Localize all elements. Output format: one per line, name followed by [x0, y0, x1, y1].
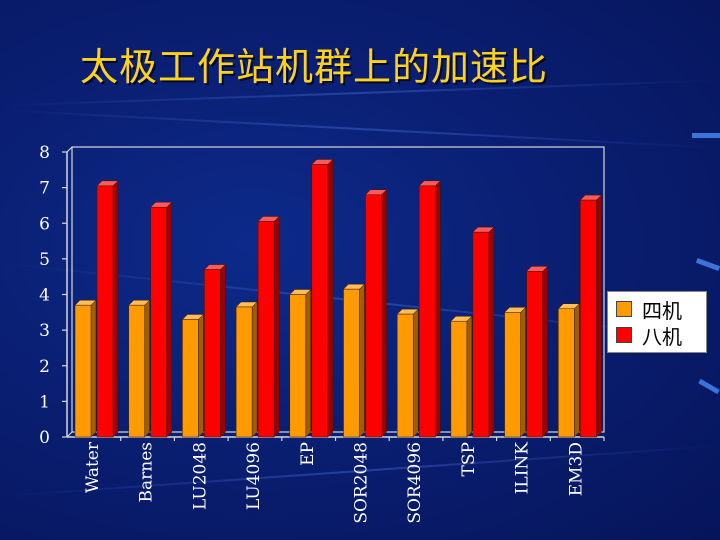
chart-labels: 0 1 2 3 4 5 6 7 8 Water Barnes LU2048 LU4096 EP SOR204…	[39, 143, 586, 524]
bar-series-1-side	[90, 299, 97, 438]
bar-series-1	[74, 299, 97, 438]
bar-series-1-front	[74, 304, 92, 438]
bar-series-2-front	[472, 231, 490, 438]
bar-series-2-side	[488, 226, 495, 438]
legend-swatch	[616, 327, 632, 343]
x-tick-label: SOR2048	[352, 442, 372, 524]
axis-depth-line	[66, 431, 73, 438]
chart-legend: 四机 八机	[607, 291, 707, 353]
legend-swatch	[616, 301, 632, 317]
bar-series-2	[525, 265, 549, 438]
bar-series-2	[96, 180, 119, 438]
bar-series-2	[579, 194, 602, 438]
bar-series-1-front	[182, 319, 199, 438]
bar-series-2	[203, 263, 227, 438]
bar-series-1-front	[289, 294, 307, 438]
bar-series-1-side	[520, 306, 526, 438]
bar-series-1	[181, 313, 205, 438]
bar-series-1-side	[305, 288, 312, 438]
x-tick-label: TSP	[459, 442, 479, 476]
y-tick-label: 1	[39, 392, 50, 412]
y-tick-label: 7	[39, 179, 50, 199]
x-tick-label: LU2048	[190, 442, 210, 510]
chart-bars	[74, 158, 602, 438]
bar-series-2-side	[596, 194, 602, 438]
y-tick-label: 2	[39, 357, 50, 377]
bar-series-1	[128, 299, 151, 438]
bar-series-1-side	[412, 308, 419, 438]
bar-series-2	[418, 180, 441, 438]
bar-series-2-front	[204, 269, 221, 438]
bar-series-1-front	[396, 313, 414, 438]
legend-item: 八机	[616, 323, 682, 349]
bar-series-1-front	[235, 306, 253, 438]
bar-series-2	[311, 158, 334, 438]
x-tick-label: SOR4096	[405, 442, 425, 524]
y-tick-label: 0	[39, 428, 50, 448]
edge-dash	[692, 133, 720, 138]
bar-series-1	[342, 283, 366, 438]
bar-series-2-side	[381, 189, 387, 438]
bar-series-1	[450, 315, 473, 438]
y-tick-label: 4	[39, 286, 50, 306]
page-title: 太极工作站机群上的加速比	[80, 45, 549, 89]
bar-series-2	[150, 201, 173, 438]
y-tick-label: 3	[39, 321, 50, 341]
bar-series-2-front	[418, 185, 436, 438]
x-tick-label: LU4096	[244, 442, 264, 510]
y-tick-label: 8	[39, 143, 50, 163]
bar-series-2-side	[327, 158, 334, 438]
x-tick-label: Water	[83, 441, 103, 493]
bar-series-2-side	[112, 180, 119, 438]
legend-label: 八机	[642, 324, 682, 349]
bar-series-1-front	[343, 288, 360, 438]
bar-series-2-front	[257, 221, 275, 438]
bar-series-1-front	[504, 312, 521, 438]
bar-series-1	[396, 308, 419, 438]
legend-label: 四机	[642, 298, 682, 323]
bar-series-2-front	[580, 199, 597, 438]
bar-series-1-side	[198, 313, 204, 438]
x-tick-label: EM3D	[566, 442, 586, 496]
axis-depth-line	[66, 146, 73, 153]
bar-series-1	[235, 301, 258, 438]
x-tick-label: Barnes	[137, 442, 157, 503]
bar-series-2-side	[434, 180, 441, 438]
bar-series-2-front	[150, 206, 167, 438]
bar-series-1-front	[558, 308, 575, 438]
bar-series-1-side	[466, 315, 473, 438]
bar-series-2	[472, 226, 495, 438]
y-tick-label: 6	[39, 214, 50, 234]
bar-series-1	[289, 288, 312, 438]
bar-series-1	[557, 303, 580, 438]
bar-series-1-side	[574, 303, 580, 438]
bar-series-1-side	[144, 299, 150, 438]
bar-series-2-side	[542, 265, 548, 438]
bar-series-1-front	[128, 304, 145, 438]
bar-series-1	[503, 306, 527, 438]
y-tick-label: 5	[39, 250, 50, 270]
bar-series-2-front	[311, 164, 329, 438]
x-tick-label: ILINK	[513, 442, 533, 495]
bar-series-2-side	[220, 263, 226, 438]
bar-series-2-front	[526, 271, 543, 438]
bar-series-2	[257, 215, 280, 438]
bar-series-1-side	[251, 301, 258, 438]
bar-series-2-side	[166, 201, 172, 438]
legend-item: 四机	[616, 297, 682, 323]
plot-frame	[71, 146, 605, 433]
bar-series-2-side	[273, 215, 280, 438]
bar-series-2-front	[365, 194, 382, 438]
bar-series-2	[364, 189, 388, 438]
bar-series-1-side	[359, 283, 365, 438]
bar-series-2-front	[96, 185, 114, 438]
bar-series-1-front	[450, 320, 468, 438]
x-tick-label: EP	[298, 442, 318, 466]
